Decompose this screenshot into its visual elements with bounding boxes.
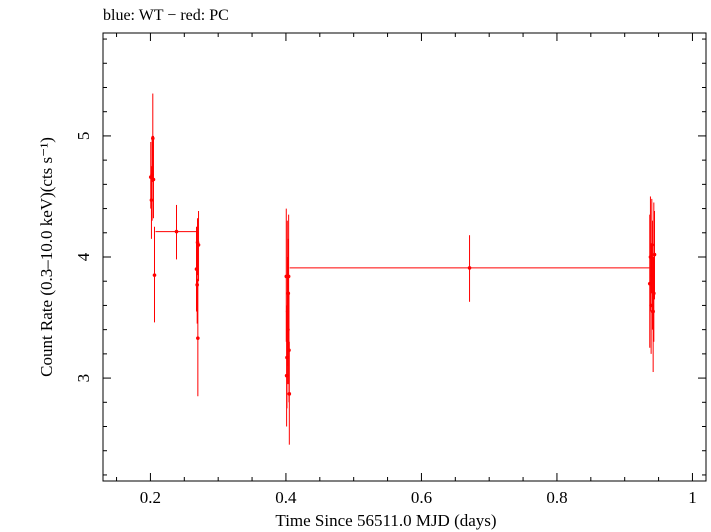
data-marker [196, 336, 200, 340]
y-tick-label: 5 [74, 132, 93, 141]
data-point [151, 135, 156, 219]
x-axis-label: Time Since 56511.0 MJD (days) [275, 511, 496, 530]
data-marker [195, 283, 199, 287]
data-marker [151, 177, 156, 182]
y-axis-label: Count Rate (0.3–10.0 keV)(cts s⁻¹) [37, 137, 56, 377]
data-point [652, 210, 657, 300]
data-marker [467, 266, 472, 270]
x-tick-label: 0.2 [140, 488, 161, 507]
data-marker [150, 136, 155, 141]
data-marker [174, 229, 179, 234]
x-tick-label: 1 [688, 488, 697, 507]
plot-frame [102, 32, 707, 482]
data-marker [651, 309, 655, 314]
data-point [287, 341, 292, 445]
y-tick-label: 4 [74, 252, 93, 261]
y-tick-labels: 3 4 5 [74, 132, 93, 383]
data-marker [287, 392, 292, 396]
data-point [289, 235, 650, 302]
data-marker [196, 243, 201, 247]
x-tick-labels: 0.2 0.4 0.6 0.8 1 [140, 488, 697, 507]
data-marker [652, 291, 656, 296]
data-point [196, 278, 200, 397]
data-marker [149, 198, 154, 202]
data-point [196, 210, 201, 282]
data-marker [286, 274, 291, 279]
data-marker [152, 273, 157, 277]
x-tick-label: 0.4 [275, 488, 297, 507]
data-marker [649, 243, 654, 247]
x-tick-label: 0.6 [411, 488, 432, 507]
y-tick-label: 3 [74, 374, 93, 383]
chart-title: blue: WT − red: PC [103, 7, 229, 24]
data-point [152, 226, 157, 323]
x-tick-label: 0.8 [546, 488, 567, 507]
data-point [155, 204, 198, 260]
data-layer [148, 93, 657, 445]
data-marker [652, 252, 657, 257]
axis-ticks [103, 33, 706, 481]
